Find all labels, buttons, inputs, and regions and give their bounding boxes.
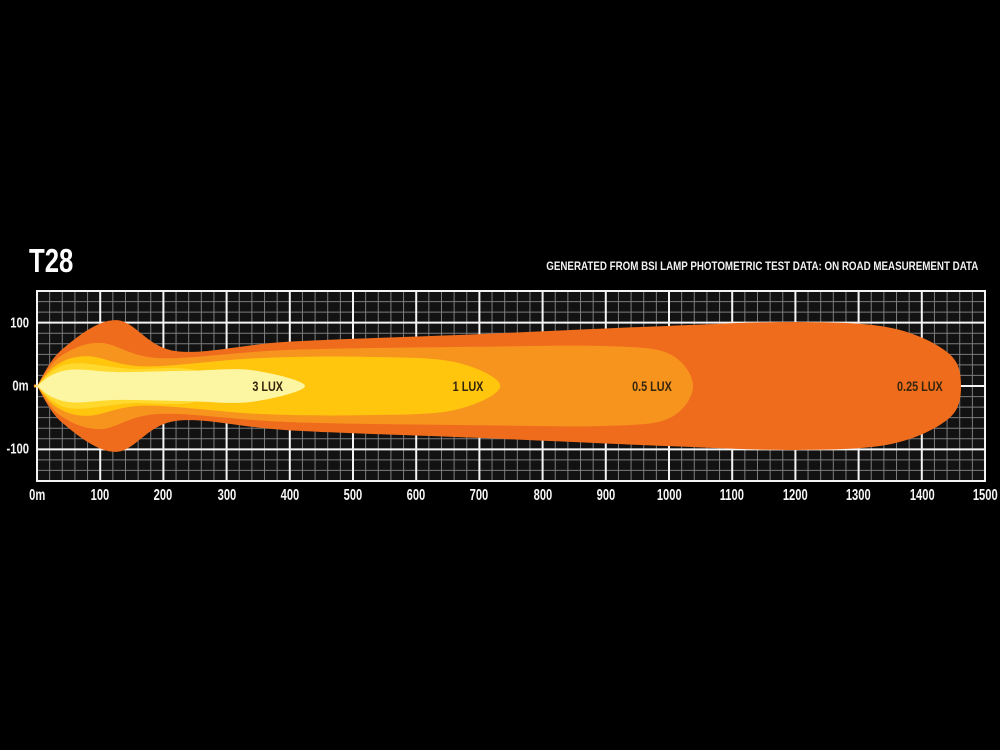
x-axis-label-text: 900 — [596, 487, 616, 504]
x-axis-label: 800 — [503, 487, 583, 505]
y-axis-label-text: 100 — [10, 314, 29, 332]
x-axis-label: 600 — [376, 487, 456, 505]
beam-contour-3-lux — [35, 369, 305, 403]
x-axis-label-text: 1100 — [720, 487, 745, 504]
x-axis-label: 300 — [187, 487, 267, 505]
chart-title: T28 — [29, 242, 74, 279]
x-axis-label-text: 700 — [470, 487, 489, 504]
y-axis-label: 100 — [10, 314, 29, 331]
x-axis-label: 0m — [0, 487, 77, 505]
x-axis-label: 900 — [566, 487, 646, 505]
lux-label: 0.5 LUX — [632, 379, 672, 395]
x-axis-label: 700 — [439, 487, 519, 505]
chart-subtitle-text: GENERATED FROM BSI LAMP PHOTOMETRIC TEST… — [545, 261, 978, 273]
svg-text:3 LUX: 3 LUX — [252, 379, 283, 395]
x-axis-label-text: 1300 — [846, 487, 872, 504]
x-axis-label-text: 400 — [280, 487, 300, 504]
svg-text:1 LUX: 1 LUX — [453, 379, 484, 395]
x-axis-label: 1500 — [945, 487, 1000, 505]
x-axis-label: 1400 — [882, 487, 962, 505]
x-axis-label-text: 800 — [533, 487, 552, 504]
svg-text:0.25 LUX: 0.25 LUX — [897, 379, 943, 395]
x-axis-label: 200 — [123, 487, 203, 505]
x-axis-label-text: 1000 — [656, 487, 682, 504]
y-axis-label: -100 — [6, 441, 29, 458]
x-axis-label: 1300 — [819, 487, 899, 505]
x-axis-label-text: 1500 — [972, 487, 998, 504]
chart-subtitle: GENERATED FROM BSI LAMP PHOTOMETRIC TEST… — [470, 261, 978, 273]
y-axis-label-text: 0m — [12, 377, 29, 395]
x-axis-label: 100 — [60, 487, 140, 505]
x-axis-label-text: 500 — [343, 487, 363, 504]
x-axis-label-text: 100 — [90, 487, 110, 504]
x-axis-label-text: 0m — [28, 487, 46, 504]
x-axis-label-text: 1400 — [909, 487, 935, 504]
plot-area: 0.25 LUX 0.5 LUX 1 LUX 3 LUX 100 0m -100 0m… — [6, 291, 997, 504]
y-axis-label: 0m — [13, 378, 29, 395]
x-axis-label: 1200 — [755, 487, 835, 505]
lux-label: 3 LUX — [252, 379, 283, 395]
lux-label: 0.25 LUX — [897, 379, 943, 395]
x-axis-label: 1100 — [692, 487, 772, 505]
x-axis-label: 1000 — [629, 487, 709, 505]
x-axis-label: 400 — [250, 487, 330, 505]
x-axis-label: 500 — [313, 487, 393, 505]
x-axis-label-text: 1200 — [782, 487, 808, 504]
y-axis-label-text: -100 — [6, 440, 29, 458]
x-axis-label-text: 200 — [154, 487, 173, 504]
svg-text:0.5 LUX: 0.5 LUX — [632, 379, 672, 395]
lux-label: 1 LUX — [453, 379, 484, 395]
beam-contours — [33, 320, 961, 452]
beam-chart-svg: 0.25 LUX 0.5 LUX 1 LUX 3 LUX — [33, 291, 985, 481]
x-axis-label-text: 600 — [406, 487, 426, 504]
x-axis-label-text: 300 — [217, 487, 236, 504]
